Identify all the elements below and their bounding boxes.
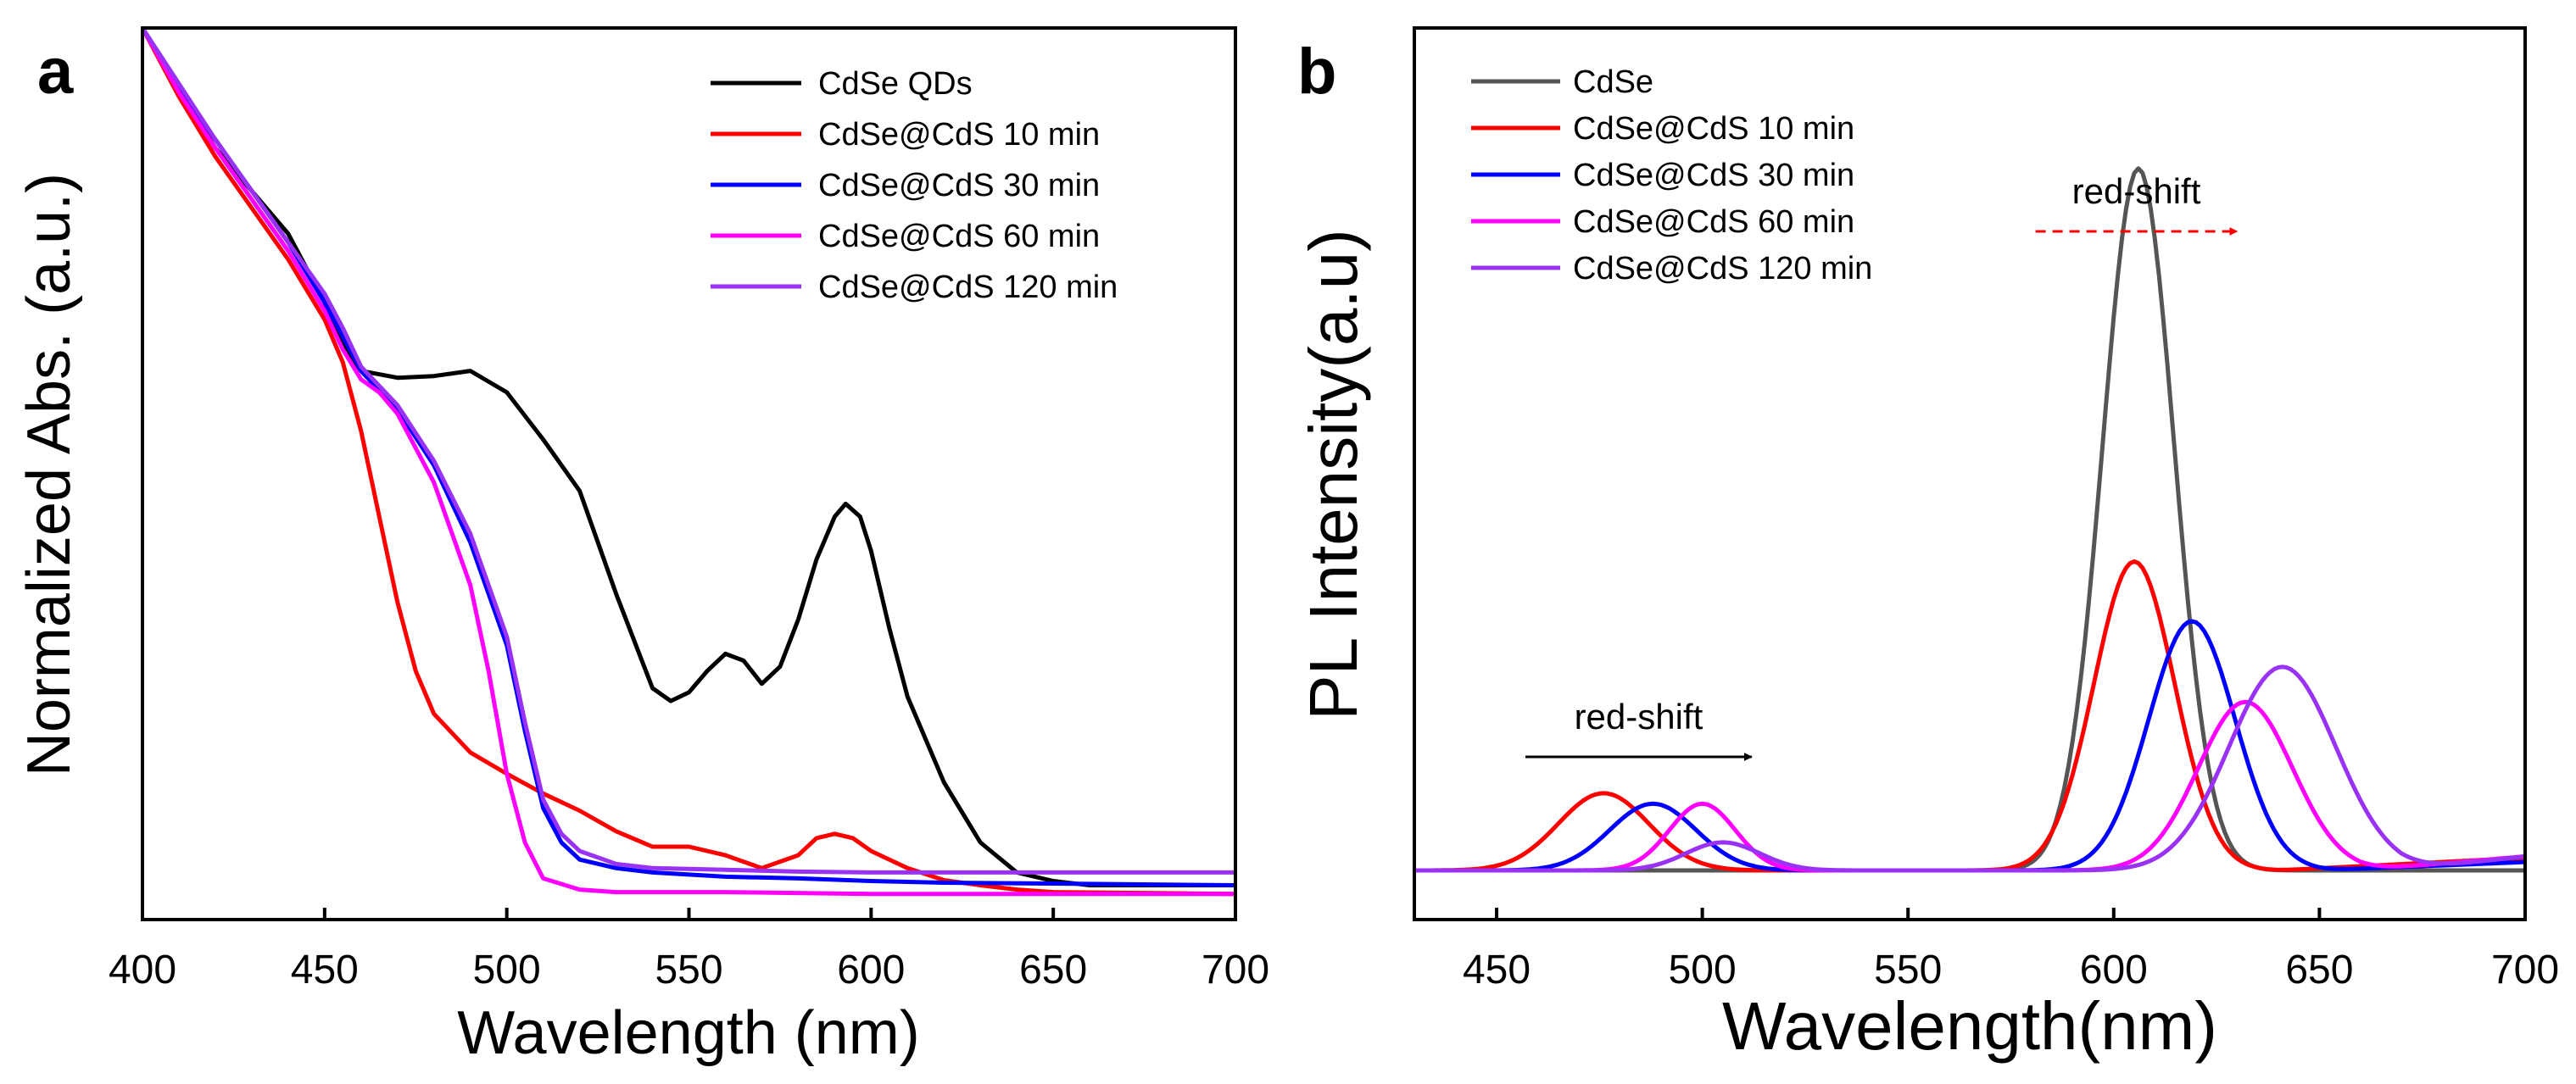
panel-b-label: b [1297,36,1336,108]
panel-a-series-line [142,28,1235,887]
panel-a-series-line [142,28,1235,887]
panel-b-y-axis-title: PL Intensity(a.u) [1296,229,1371,720]
panel-b-series-line [1414,664,2525,873]
panel-b-x-tick-label: 650 [2285,948,2353,992]
panel-a-x-tick-label: 700 [1202,948,1269,992]
panel-a-y-axis-title: Normalized Abs. (a.u.) [15,173,83,776]
panel-a-label: a [37,36,74,108]
panel-a-x-axis-title: Wavelength (nm) [457,999,920,1067]
panel-b-legend-label: CdSe [1573,64,1653,100]
panel-a-legend-label: CdSe@CdS 120 min [818,270,1118,305]
panel-a-legend: CdSe QDs CdSe@CdS 10 min CdSe@CdS 30 min Cd… [711,66,1118,305]
panel-b-legend-label: CdSe@CdS 60 min [1573,204,1854,240]
panel-b-annotations: red-shift red-shift [1525,171,2239,761]
panel-a-x-tick-label: 450 [291,948,359,992]
panel-b-plot-frame [1413,26,2527,921]
panel-a-legend-label: CdSe@CdS 10 min [818,117,1100,153]
panel-b-annotation-label: red-shift [1575,697,1703,737]
panel-b-legend: CdSe CdSe@CdS 10 min CdSe@CdS 30 min CdSe@C… [1471,64,1872,286]
panel-a-lines [142,28,1235,897]
panel-b-lines [1414,166,2525,873]
panel-a-x-tick-label: 400 [109,948,176,992]
panel-a-plot-frame [141,26,1237,921]
panel-a-legend-label: CdSe@CdS 60 min [818,219,1100,254]
panel-a-legend-label: CdSe@CdS 30 min [818,168,1100,203]
panel-a-legend-label: CdSe QDs [818,66,973,102]
panel-b-x-tick-label: 450 [1463,948,1531,992]
panel-a: a 400 450 500 550 600 650 700 Wavelength (nm) … [15,26,1269,1067]
panel-b-legend-label: CdSe@CdS 10 min [1573,111,1854,147]
panel-b-legend-label: CdSe@CdS 120 min [1573,251,1872,286]
panel-a-x-tick-label: 550 [655,948,722,992]
panel-b-series-line [1414,619,2525,873]
panel-b-x-tick-label: 700 [2491,948,2559,992]
panel-a-x-ticks: 400 450 500 550 600 650 700 [109,908,1269,992]
panel-b: b 450 500 550 600 650 700 Wavelength(nm) PL I… [1296,26,2559,1064]
panel-b-x-tick-label: 550 [1874,948,1942,992]
panel-a-series-line [142,28,1235,897]
panel-a-x-tick-label: 650 [1019,948,1087,992]
panel-a-series-line [142,28,1235,875]
panel-b-annotation-label: red-shift [2072,171,2201,211]
panel-b-x-ticks: 450 500 550 600 650 700 [1463,908,2559,992]
panel-b-legend-label: CdSe@CdS 30 min [1573,158,1854,193]
panel-a-x-tick-label: 600 [837,948,905,992]
panel-b-x-tick-label: 500 [1669,948,1737,992]
panel-b-x-axis-title: Wavelength(nm) [1722,988,2217,1064]
panel-a-x-tick-label: 500 [473,948,541,992]
panel-a-series-line [142,28,1235,897]
panel-b-x-tick-label: 600 [2080,948,2148,992]
